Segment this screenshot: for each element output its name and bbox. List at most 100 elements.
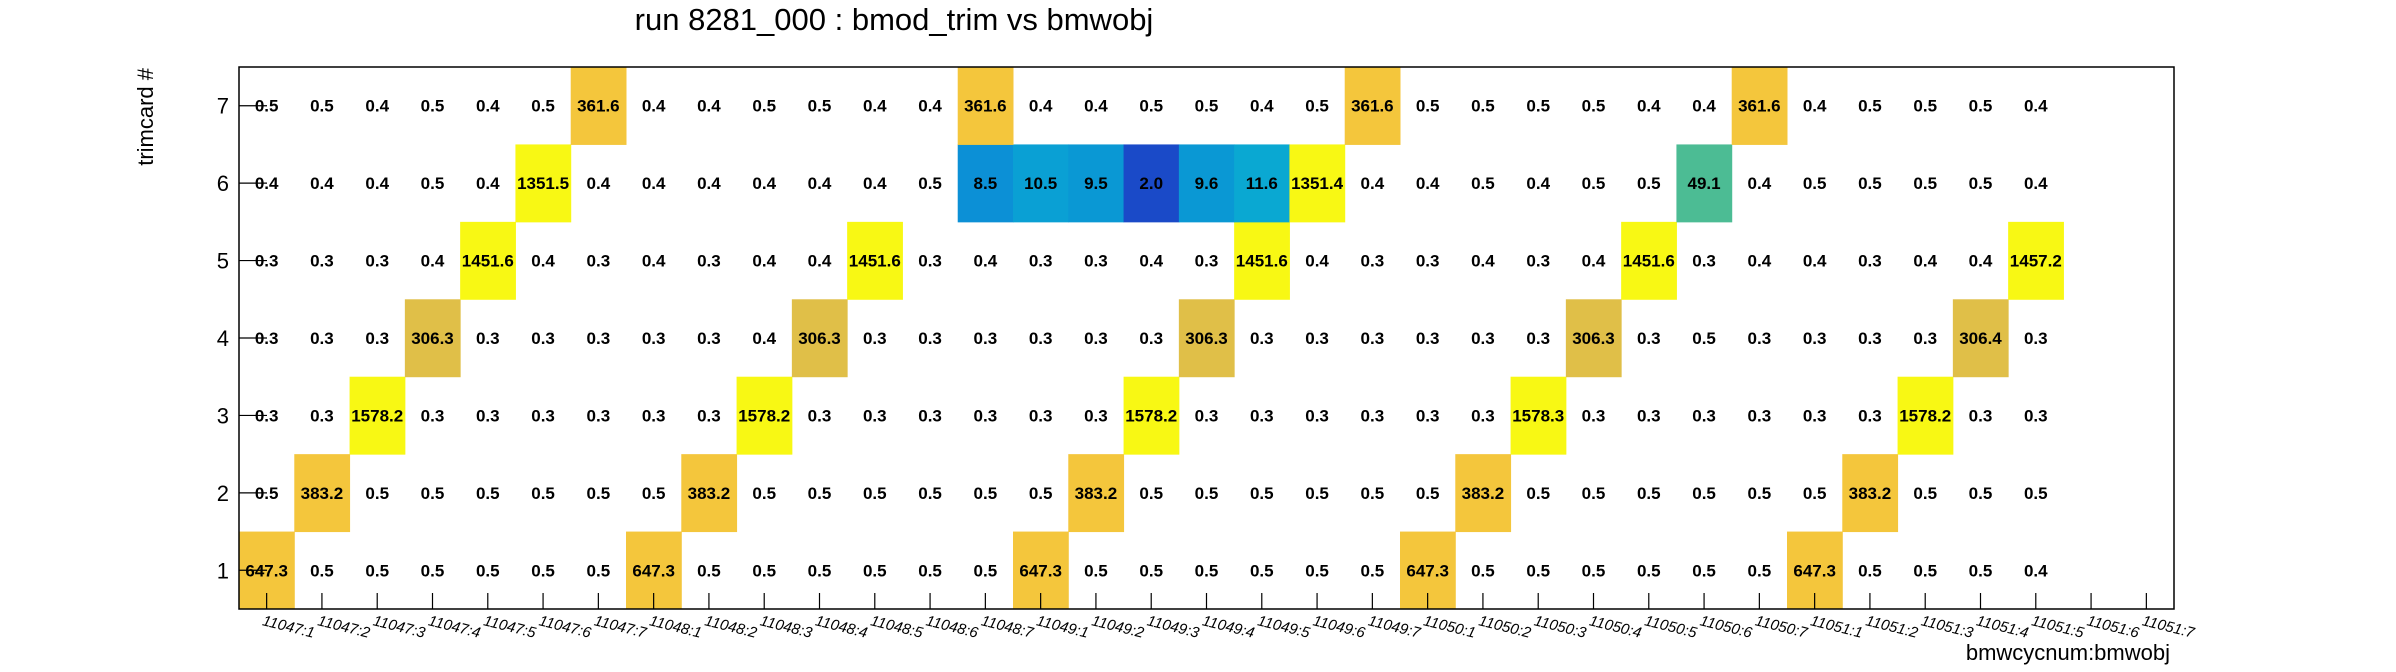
heatmap-cell [349, 376, 406, 455]
cell-value-label: 0.5 [863, 561, 887, 580]
heatmap-cell [681, 454, 738, 533]
cell-value-label: 1451.6 [1623, 252, 1675, 271]
cell-value-label: 306.4 [1959, 329, 2002, 348]
cell-value-label: 0.3 [642, 329, 666, 348]
cell-value-label: 383.2 [1462, 484, 1505, 503]
cell-value-label: 0.5 [531, 484, 555, 503]
cell-value-label: 647.3 [632, 561, 675, 580]
cell-value-label: 383.2 [688, 484, 731, 503]
cell-value-label: 0.5 [1637, 174, 1661, 193]
x-tick-label: 11047:6 [537, 612, 593, 642]
cell-value-label: 0.5 [1692, 484, 1716, 503]
cell-value-label: 0.3 [1250, 406, 1274, 425]
cell-value-label: 0.4 [863, 97, 887, 116]
cell-value-label: 0.5 [1858, 561, 1882, 580]
cell-value-label: 1578.2 [351, 406, 403, 425]
cell-value-label: 0.3 [1471, 329, 1495, 348]
cell-value-label: 0.5 [1250, 484, 1274, 503]
cell-value-label: 0.4 [697, 174, 721, 193]
cell-value-label: 306.3 [798, 329, 841, 348]
cell-value-label: 0.3 [310, 406, 334, 425]
cell-value-label: 0.5 [1748, 484, 1772, 503]
cell-value-label: 0.3 [1084, 406, 1108, 425]
cell-value-label: 0.4 [476, 97, 500, 116]
cell-value-label: 0.3 [1526, 252, 1550, 271]
x-tick-label: 11051:7 [2140, 612, 2196, 642]
cell-value-label: 0.5 [752, 97, 776, 116]
heatmap-cell [404, 299, 461, 378]
cell-value-label: 0.3 [310, 329, 334, 348]
x-tick-label: 11051:4 [1975, 612, 2031, 641]
cell-value-label: 0.3 [697, 329, 721, 348]
cell-value-label: 0.4 [365, 97, 389, 116]
cell-value-label: 0.5 [1139, 561, 1163, 580]
cell-value-label: 0.4 [310, 174, 334, 193]
x-tick-label: 11048:6 [924, 612, 980, 642]
cell-value-label: 0.3 [808, 406, 832, 425]
cell-value-label: 0.3 [863, 329, 887, 348]
cell-value-label: 10.5 [1024, 174, 1057, 193]
y-tick-label: 4 [217, 326, 229, 351]
cell-value-label: 0.4 [697, 97, 721, 116]
heatmap-cell [1621, 221, 1677, 300]
heatmap-cell [515, 144, 572, 223]
cell-value-label: 0.4 [1913, 252, 1937, 271]
cell-value-label: 0.4 [863, 174, 887, 193]
cell-value-label: 0.3 [974, 329, 998, 348]
cell-value-label: 0.5 [1858, 174, 1882, 193]
heatmap-cell [1565, 299, 1622, 378]
cell-value-label: 0.3 [531, 406, 555, 425]
cell-value-label: 0.5 [697, 561, 721, 580]
cell-value-label: 1578.2 [1125, 406, 1177, 425]
cell-value-label: 0.4 [476, 174, 500, 193]
chart-title: run 8281_000 : bmod_trim vs bmwobj [635, 2, 1154, 37]
cell-value-label: 0.4 [808, 174, 832, 193]
cell-value-label: 11.6 [1246, 174, 1278, 193]
cell-value-label: 0.3 [1526, 329, 1550, 348]
cell-value-label: 0.4 [1139, 252, 1163, 271]
cell-value-label: 0.3 [1305, 329, 1329, 348]
x-tick-label: 11047:2 [316, 612, 372, 642]
heatmap-cell [1731, 67, 1788, 145]
x-tick-label: 11048:5 [869, 612, 925, 642]
cell-value-label: 647.3 [1019, 561, 1062, 580]
cell-value-label: 0.4 [918, 97, 942, 116]
cell-value-label: 0.3 [974, 406, 998, 425]
cell-value-label: 0.4 [2024, 97, 2048, 116]
cell-value-label: 0.5 [421, 484, 445, 503]
heatmap-cell [1178, 144, 1235, 223]
cell-value-label: 0.5 [1471, 97, 1495, 116]
x-tick-label: 11050:5 [1643, 612, 1699, 642]
cell-value-label: 0.5 [642, 484, 666, 503]
cell-value-label: 0.3 [1416, 252, 1440, 271]
cell-value-label: 0.5 [421, 561, 445, 580]
cell-value-label: 0.3 [1803, 406, 1827, 425]
cell-value-label: 0.3 [918, 406, 942, 425]
heatmap-cell [1013, 144, 1069, 223]
heatmap-cell [791, 299, 848, 378]
cell-value-label: 0.3 [1858, 329, 1882, 348]
cell-value-label: 0.5 [1139, 484, 1163, 503]
cell-value-label: 0.3 [1029, 406, 1053, 425]
heatmap-cell [957, 144, 1014, 223]
cell-value-label: 0.4 [642, 97, 666, 116]
cell-value-label: 1451.6 [1236, 252, 1288, 271]
cell-value-label: 0.5 [476, 484, 500, 503]
cell-value-label: 0.5 [1250, 561, 1274, 580]
cell-value-label: 0.3 [1969, 406, 1993, 425]
cell-value-label: 0.5 [808, 97, 832, 116]
cell-value-label: 0.4 [752, 329, 776, 348]
heatmap-cell [1234, 144, 1290, 223]
cell-value-label: 361.6 [1738, 97, 1781, 116]
cell-value-label: 0.4 [1471, 252, 1495, 271]
cell-value-label: 0.3 [1250, 329, 1274, 348]
cell-value-label: 0.5 [1582, 561, 1606, 580]
cell-value-label: 0.5 [752, 561, 776, 580]
cell-value-label: 0.3 [1416, 329, 1440, 348]
cell-value-label: 0.4 [808, 252, 832, 271]
cell-value-label: 0.4 [1084, 97, 1108, 116]
cell-value-label: 0.4 [531, 252, 555, 271]
cell-value-label: 0.3 [1029, 252, 1053, 271]
heatmap-cell [1455, 454, 1512, 533]
